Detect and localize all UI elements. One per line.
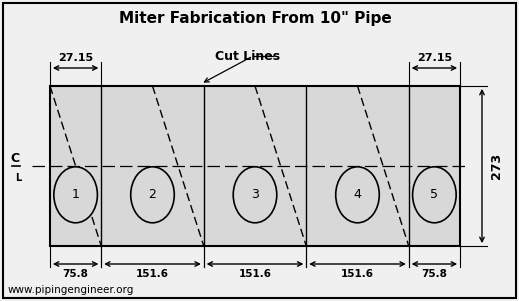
Text: 4: 4 <box>353 188 361 201</box>
Text: $\mathbf{L}$: $\mathbf{L}$ <box>15 171 23 183</box>
Ellipse shape <box>54 167 98 223</box>
Text: 27.15: 27.15 <box>417 53 452 63</box>
Ellipse shape <box>233 167 277 223</box>
Text: 75.8: 75.8 <box>421 269 447 279</box>
Ellipse shape <box>413 167 456 223</box>
Text: www.pipingengineer.org: www.pipingengineer.org <box>8 285 134 295</box>
Text: 5: 5 <box>430 188 439 201</box>
Text: 3: 3 <box>251 188 259 201</box>
Text: Cut Lines: Cut Lines <box>215 49 280 63</box>
Ellipse shape <box>336 167 379 223</box>
Text: 151.6: 151.6 <box>136 269 169 279</box>
Text: 75.8: 75.8 <box>63 269 89 279</box>
Text: $\mathbf{C}$: $\mathbf{C}$ <box>10 152 20 165</box>
Text: 151.6: 151.6 <box>341 269 374 279</box>
Text: 151.6: 151.6 <box>239 269 271 279</box>
Bar <box>50 86 460 246</box>
Text: 1: 1 <box>72 188 79 201</box>
Text: 273: 273 <box>490 153 503 179</box>
Ellipse shape <box>131 167 174 223</box>
Text: 2: 2 <box>148 188 156 201</box>
Text: Miter Fabrication From 10" Pipe: Miter Fabrication From 10" Pipe <box>119 11 391 26</box>
Text: 27.15: 27.15 <box>58 53 93 63</box>
